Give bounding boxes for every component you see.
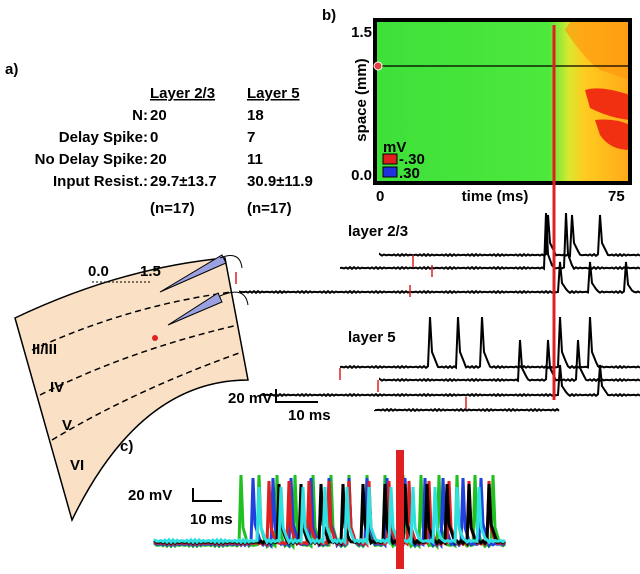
cell: 11 [247,151,263,168]
x-axis-label: time (ms) [462,188,529,205]
electrode [167,292,223,326]
scale-voltage: 20 mV [128,487,172,504]
cell: 18 [247,107,264,124]
scale-time: 10 ms [288,407,331,424]
cell: (n=17) [247,200,292,217]
y-axis-label: space (mm) [353,58,370,141]
legend-entry: .30 [399,165,420,182]
legend-entry: -.30 [399,151,425,168]
trace [339,212,640,271]
layer-label: IV [50,379,64,396]
layer-label: V [62,417,72,434]
x-tick-label: 0 [376,188,384,205]
y-tick-label: 0.0 [351,167,372,184]
trace [379,214,640,258]
legend-swatch [382,153,398,165]
heat-blob [585,88,630,120]
slice-scale: 1.5 [140,263,161,280]
cell: 30.9±11.9 [247,173,313,190]
x-tick-label: 75 [608,188,625,205]
trace [153,486,506,547]
slice-scale: 0.0 [88,263,109,280]
heat-blob [595,119,630,150]
trace [259,364,640,398]
column-header: Layer 5 [247,85,300,102]
trace [379,339,640,383]
stim-site [152,335,158,341]
panel-label: b) [322,7,336,24]
cell: 20 [150,151,167,168]
row-label: N: [132,107,148,124]
traces [235,212,640,413]
trace [374,407,560,413]
scale-voltage: 20 mV [228,390,272,407]
layer-boundary [51,351,243,441]
layer-label: VI [70,457,84,474]
layer-boundary [39,324,239,396]
row-label: No Delay Spike: [35,151,148,168]
cell: 0 [150,129,158,146]
trace-label: layer 2/3 [348,223,408,240]
electrode [159,254,227,293]
panel-label: a) [5,61,18,78]
trace [239,261,640,295]
cell: 20 [150,107,167,124]
scale-time: 10 ms [190,511,233,528]
trace-label: layer 5 [348,329,396,346]
legend-swatch [382,166,398,178]
y-tick-label: 1.5 [351,24,372,41]
time-marker [396,450,404,569]
column-header: Layer 2/3 [150,85,215,102]
cell: (n=17) [150,200,195,217]
slice [14,257,249,523]
wire [219,255,249,306]
layer-label: II/III [32,341,57,358]
scale-bar [192,488,222,502]
row-label: Input Resist.: [53,173,148,190]
overlay-traces [153,474,506,551]
position-marker [373,61,383,71]
layer-boundary [31,291,233,351]
row-label: Delay Spike: [59,129,148,146]
cell: 29.7±13.7 [150,173,217,190]
legend-unit: mV [383,139,406,156]
trace [339,316,640,370]
panel-label: c) [120,438,133,455]
heatmap-frame [373,18,632,185]
cell: 7 [247,129,255,146]
